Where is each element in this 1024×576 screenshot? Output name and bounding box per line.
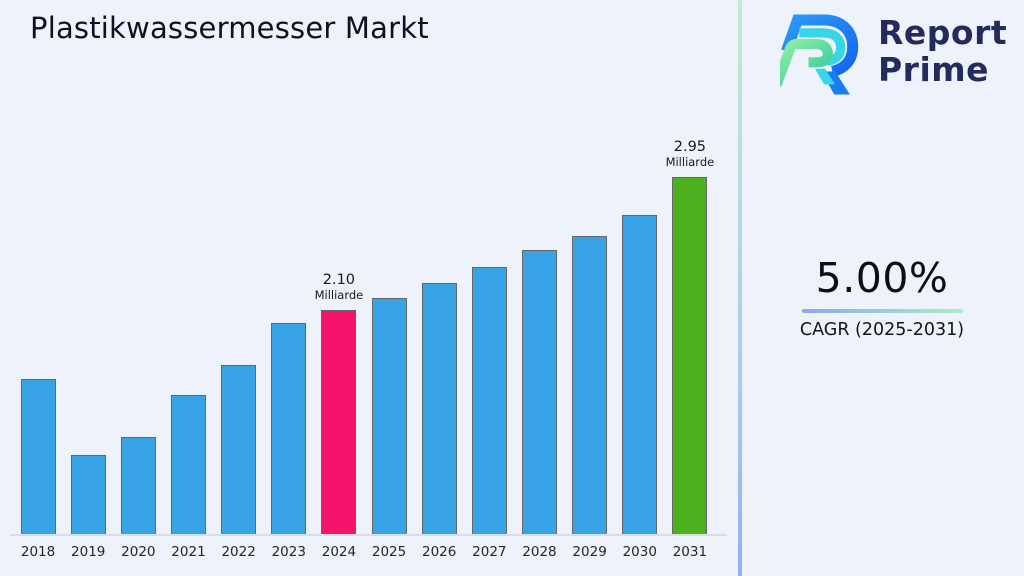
page-title: Plastikwassermesser Markt [30,11,429,45]
value-label-2024: 2.10 Milliarde [315,272,364,303]
bar-2018 [20,379,56,535]
bar-2024 [321,310,357,535]
x-axis-line [10,534,727,536]
bar-2023 [271,323,307,535]
x-tick-2028: 2028 [522,544,557,560]
bar-2022 [221,365,257,535]
cagr-underline [801,309,963,313]
bar-2021 [170,395,206,535]
bar-slot-2025: 2025 [364,177,414,560]
cagr-label: CAGR (2025-2031) [799,320,965,340]
bar-slot-2022: 2022 [214,177,264,560]
bar-slot-2029: 2029 [565,177,615,560]
bar-slot-2030: 2030 [615,177,665,560]
report-prime-logo-icon [780,14,859,95]
bar-slot-2024: 2.10 Milliarde 2024 [314,177,364,560]
bar-slot-2021: 2021 [163,177,213,560]
bar-slot-2026: 2026 [414,177,464,560]
bar-slot-2028: 2028 [514,177,564,560]
bar-slot-2018: 2018 [13,177,63,560]
x-tick-2019: 2019 [71,544,106,560]
bar-slot-2023: 2023 [264,177,314,560]
bar-slot-2019: 2019 [63,177,113,560]
bar-2030 [622,215,658,535]
bar-2026 [421,283,457,535]
logo-wordmark: Report Prime [878,14,1007,88]
x-tick-2024: 2024 [321,544,357,560]
x-tick-2030: 2030 [622,544,657,560]
x-tick-2020: 2020 [121,544,156,560]
cagr-value: 5.00% [815,254,949,302]
x-tick-2031: 2031 [672,544,708,560]
x-tick-2025: 2025 [371,544,407,560]
bar-2025 [371,298,407,535]
x-tick-2027: 2027 [472,544,507,560]
value-label-unit: Milliarde [314,288,364,303]
logo-text-report: Report [878,13,1008,52]
bar-slot-2031: 2.95 Milliarde 2031 [665,139,715,560]
bar-2029 [572,236,608,535]
value-label-unit: Milliarde [665,155,715,170]
bar-slot-2020: 2020 [113,177,163,560]
bar-2020 [120,437,156,535]
x-tick-2022: 2022 [221,544,256,560]
value-label-number: 2.10 [322,271,356,288]
x-tick-2029: 2029 [572,544,607,560]
bar-slot-2027: 2027 [464,177,514,560]
bar-2027 [471,267,507,535]
cagr-panel: 5.00% CAGR (2025-2031) [742,254,1022,340]
bar-chart: 2018 2019 2020 2021 2022 2023 2.10 Milliarde 202… [13,139,715,560]
value-label-2031: 2.95 Milliarde [666,139,715,170]
x-tick-2018: 2018 [20,544,56,560]
x-tick-2026: 2026 [422,544,457,560]
x-tick-2023: 2023 [271,544,306,560]
brand-logo: Report Prime [780,8,1007,100]
logo-text-prime: Prime [878,50,990,89]
value-label-number: 2.95 [673,138,707,155]
bar-2031 [672,177,708,535]
x-tick-2021: 2021 [171,544,206,560]
divider-line [738,0,742,576]
bar-2028 [521,250,557,535]
bar-2019 [70,455,106,535]
